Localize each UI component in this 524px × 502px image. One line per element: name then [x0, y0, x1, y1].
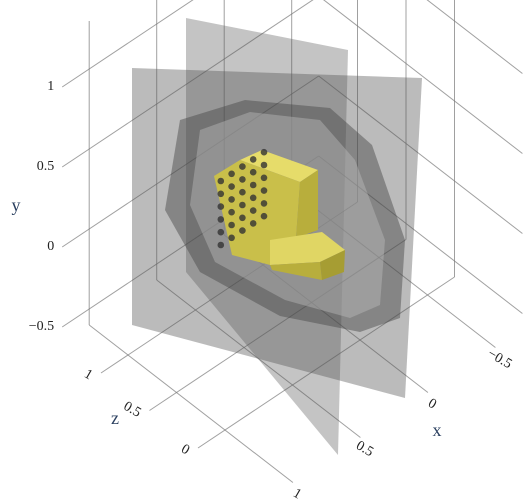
point — [260, 148, 268, 156]
point — [217, 241, 225, 249]
point — [249, 168, 257, 176]
point — [239, 188, 246, 196]
block-face — [240, 150, 318, 182]
point — [217, 203, 225, 210]
x-tick-label: 0.5 — [353, 438, 376, 460]
point — [260, 161, 268, 169]
point — [217, 216, 225, 223]
point — [228, 170, 235, 178]
grid — [61, 0, 523, 483]
block-face — [320, 250, 345, 280]
grid-line — [61, 75, 319, 248]
point — [228, 221, 235, 229]
point — [249, 194, 257, 202]
point — [217, 190, 225, 198]
grid-line — [88, 324, 294, 483]
y-tick-label: −0.5 — [29, 319, 54, 334]
point — [260, 200, 268, 207]
point — [260, 174, 268, 182]
point — [228, 196, 235, 203]
points — [217, 148, 268, 249]
grid-line — [149, 239, 407, 411]
y-tick-label: 0 — [47, 239, 54, 254]
block-face — [270, 262, 322, 280]
z-tick-label: 1 — [81, 367, 95, 383]
z-tick-label: 0.5 — [121, 399, 144, 421]
point — [217, 177, 225, 185]
y-tick-label: 0.5 — [37, 159, 55, 174]
z-tick-label: 0 — [178, 442, 192, 458]
point — [249, 207, 257, 214]
grid-line — [61, 0, 194, 88]
block-face — [296, 170, 318, 238]
grid-line — [318, 75, 523, 234]
x-tick-label: −0.5 — [485, 346, 515, 372]
grid-line — [318, 155, 523, 314]
point — [239, 176, 246, 183]
point — [239, 201, 246, 209]
grid-line — [426, 0, 523, 74]
x-axis-title: x — [433, 420, 442, 440]
point — [249, 220, 257, 227]
scene-shapes — [132, 18, 422, 455]
y-tick-label: 1 — [47, 79, 54, 94]
x-tick-label: 1 — [290, 486, 304, 502]
point — [228, 208, 235, 216]
z-axis-title: z — [111, 408, 119, 428]
block-face — [270, 232, 345, 265]
grid-line — [323, 0, 523, 154]
point — [239, 163, 246, 170]
grid-line — [61, 0, 314, 168]
grid-line — [156, 279, 361, 438]
point — [239, 227, 246, 234]
point — [260, 212, 268, 220]
point — [239, 214, 246, 222]
x-tick-label: 0 — [425, 396, 439, 412]
grid-line — [291, 189, 496, 348]
point — [228, 183, 235, 190]
point — [217, 228, 225, 236]
grid-line — [197, 276, 455, 449]
point — [260, 187, 268, 194]
point — [249, 181, 257, 189]
point — [249, 156, 257, 163]
point — [228, 234, 235, 242]
y-axis-title: y — [12, 195, 21, 215]
